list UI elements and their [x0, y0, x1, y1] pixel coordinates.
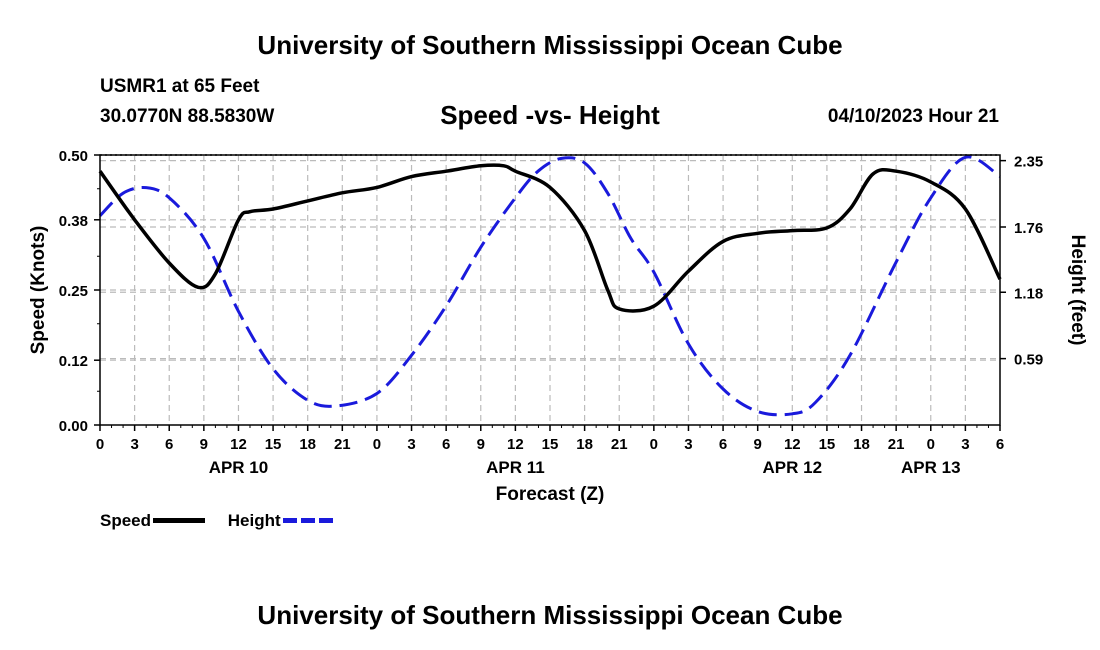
x-tick-label: 0 [927, 436, 935, 453]
datetime-label: 04/10/2023 Hour 21 [827, 106, 999, 127]
x-tick-label: 18 [853, 436, 870, 453]
station-label: USMR1 at 65 Feet [100, 76, 260, 97]
x-tick-label: 9 [754, 436, 762, 453]
x-tick-label: 18 [299, 436, 316, 453]
x-tick-label: 21 [334, 436, 351, 453]
y2-tick-label: 1.18 [1014, 285, 1043, 302]
x-tick-label: 6 [165, 436, 173, 453]
x-tick-label: 15 [819, 436, 836, 453]
x-tick-label: 9 [477, 436, 485, 453]
x-tick-label: 18 [576, 436, 593, 453]
x-tick-label: 12 [507, 436, 524, 453]
legend-item-height: Height [228, 510, 353, 531]
x-tick-label: 6 [719, 436, 727, 453]
x-tick-label: 21 [611, 436, 628, 453]
x-tick-label: 15 [265, 436, 282, 453]
legend: Speed Height [100, 510, 353, 531]
y-tick-label: 0.38 [59, 213, 88, 230]
x-tick-label: 9 [200, 436, 208, 453]
x-tick-label: 12 [230, 436, 247, 453]
legend-label-speed: Speed [100, 510, 152, 530]
series-lines [98, 155, 1002, 417]
x-tick-label: 6 [442, 436, 450, 453]
x-tick-label: 21 [888, 436, 905, 453]
y-tick-label: 0.00 [59, 418, 88, 435]
x-date-label: APR 11 [486, 458, 545, 477]
y2-axis-title: Height (feet) [1067, 235, 1088, 346]
coordinates-label: 30.0770N 88.5830W [100, 106, 275, 127]
footer-title: University of Southern Mississippi Ocean… [257, 600, 843, 630]
x-tick-label: 3 [130, 436, 138, 453]
x-axis-title: Forecast (Z) [496, 484, 605, 505]
x-tick-label: 3 [961, 436, 969, 453]
legend-swatch-speed [153, 518, 206, 524]
x-date-label: APR 12 [763, 458, 823, 477]
x-tick-label: 0 [96, 436, 104, 453]
x-date-label: APR 10 [209, 458, 269, 477]
legend-label-height: Height [227, 510, 281, 530]
y2-tick-label: 2.35 [1014, 154, 1043, 171]
x-tick-label: 0 [650, 436, 658, 453]
x-tick-label: 0 [373, 436, 381, 453]
x-tick-label: 6 [996, 436, 1004, 453]
y2-tick-label: 0.59 [1014, 352, 1043, 369]
x-tick-label: 3 [407, 436, 415, 453]
x-date-label: APR 13 [901, 458, 961, 477]
chart-title: University of Southern Mississippi Ocean… [257, 30, 843, 60]
x-tick-label: 3 [684, 436, 692, 453]
y2-tick-label: 1.76 [1014, 220, 1043, 237]
y-tick-label: 0.12 [59, 353, 88, 370]
series-line-speed [98, 163, 1002, 313]
y-tick-label: 0.50 [59, 148, 88, 165]
chart-subtitle: Speed -vs- Height [440, 100, 660, 130]
grid-lines [100, 154, 1000, 425]
axes: 0 3 6 9 12 15 18 21 0 3 6 9 12 15 18 21 0 3 6 9 12 15 18 21 0 3 6 A… [28, 148, 1088, 505]
legend-item-speed: Speed [100, 510, 223, 531]
y-axis-title: Speed (Knots) [28, 226, 49, 355]
y-tick-label: 0.25 [59, 283, 88, 300]
legend-swatch-height [282, 518, 335, 524]
x-tick-label: 15 [542, 436, 559, 453]
x-tick-label: 12 [784, 436, 801, 453]
series-line-height [98, 155, 1001, 417]
